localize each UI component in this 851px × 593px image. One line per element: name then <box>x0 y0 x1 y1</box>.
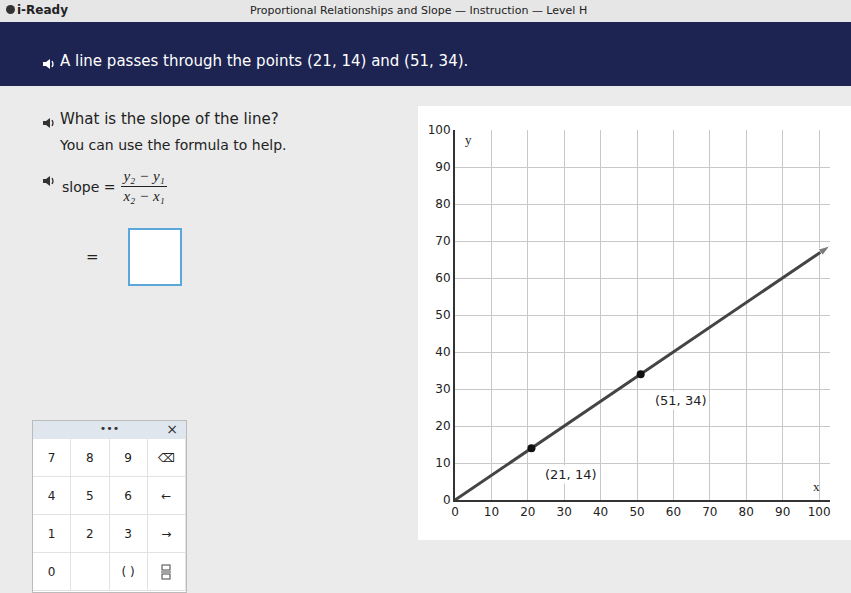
svg-text:90: 90 <box>775 505 790 519</box>
svg-text:30: 30 <box>557 505 572 519</box>
html-text:Proportional Relationships and: Proportional Relationships and Slope — I… <box>250 4 588 17</box>
svg-text:80: 80 <box>739 505 754 519</box>
html-text:8: 8 <box>86 450 94 465</box>
svg-text:x: x <box>813 479 820 494</box>
html-text:5: 5 <box>86 488 94 503</box>
svg-text:10: 10 <box>484 505 499 519</box>
svg-text:0: 0 <box>451 505 459 519</box>
svg-text:0: 0 <box>443 493 451 507</box>
svg-text:20: 20 <box>435 419 450 433</box>
html-text:0: 0 <box>47 564 56 579</box>
svg-text:50: 50 <box>435 308 450 322</box>
svg-text:90: 90 <box>435 160 450 174</box>
html-text:What is the slope of the line?: What is the slope of the line? <box>60 110 279 128</box>
svg-text:y: y <box>465 132 472 147</box>
svg-text:20: 20 <box>520 505 535 519</box>
html-text:x₂ − x₁: x₂ − x₁ <box>123 188 165 204</box>
svg-text:40: 40 <box>435 345 450 359</box>
html-text:9: 9 <box>124 450 132 465</box>
svg-text:80: 80 <box>435 197 450 211</box>
html-text:A line passes through the poin: A line passes through the points (21, 14… <box>60 52 469 70</box>
html-text:4: 4 <box>47 488 56 503</box>
html-text:slope =: slope = <box>62 178 116 195</box>
svg-text:60: 60 <box>666 505 681 519</box>
html-text:3: 3 <box>124 526 132 541</box>
svg-text:(51, 34): (51, 34) <box>655 393 707 408</box>
html-text:1: 1 <box>47 526 56 541</box>
svg-text:70: 70 <box>702 505 717 519</box>
svg-text:30: 30 <box>435 382 450 396</box>
svg-text:100: 100 <box>428 123 451 137</box>
html-text:i-Ready: i-Ready <box>17 3 68 17</box>
html-text:7: 7 <box>47 450 56 465</box>
svg-text:10: 10 <box>435 456 450 470</box>
svg-text:50: 50 <box>629 505 644 519</box>
html-text:y₂ − y₁: y₂ − y₁ <box>123 168 165 184</box>
svg-text:(21, 14): (21, 14) <box>545 467 597 482</box>
html-text:6: 6 <box>124 488 132 503</box>
svg-text:60: 60 <box>435 271 450 285</box>
svg-text:70: 70 <box>435 234 450 248</box>
html-text:2: 2 <box>86 526 94 541</box>
html-text:You can use the formula to hel: You can use the formula to help. <box>60 137 287 153</box>
svg-text:100: 100 <box>808 505 831 519</box>
svg-text:40: 40 <box>593 505 608 519</box>
